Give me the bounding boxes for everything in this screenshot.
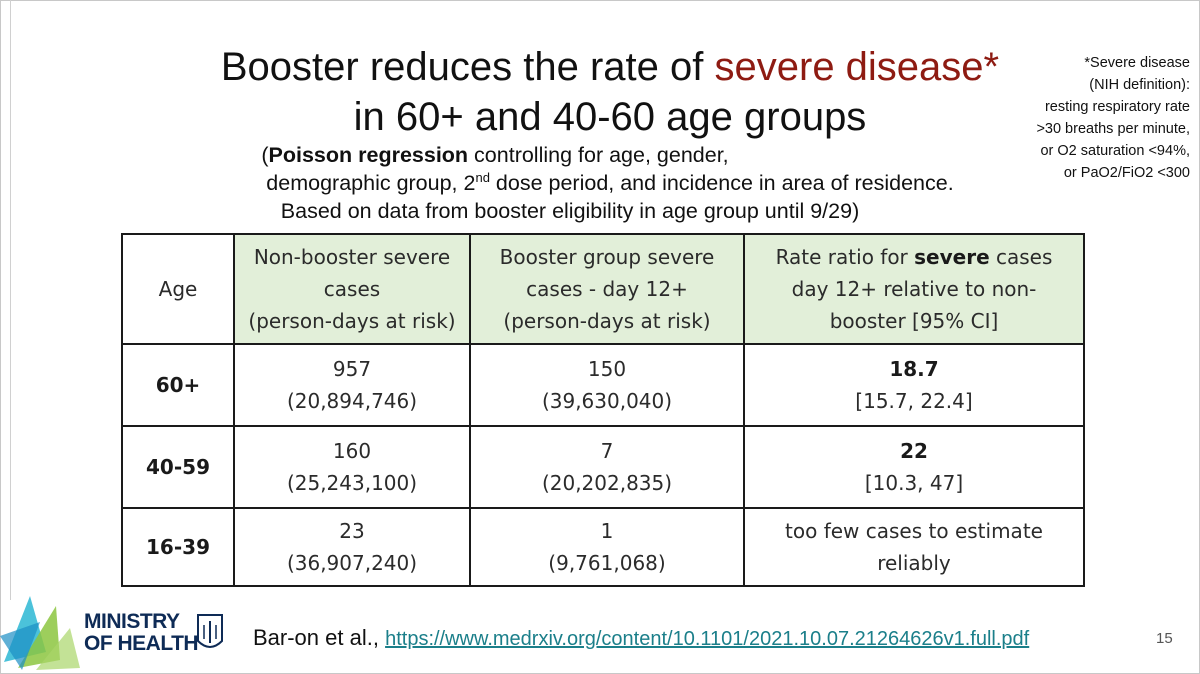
slide-left-rule (10, 0, 11, 600)
table-header-row: Age Non-booster severe cases (person-day… (121, 233, 1085, 345)
cell-value: 7 (600, 439, 614, 463)
ratio-ci: [15.7, 22.4] (855, 389, 973, 413)
results-table: Age Non-booster severe cases (person-day… (121, 233, 1085, 587)
subtitle-rest: controlling for age, gender, (468, 143, 729, 167)
header-ratio-post: cases (989, 245, 1053, 269)
subtitle-line2-pre: demographic group, 2 (266, 171, 476, 195)
non-booster-cell: 957 (20,894,746) (233, 343, 471, 427)
note-line: (NIH definition): (1089, 77, 1190, 93)
subtitle-line3: Based on data from booster eligibility i… (280, 199, 860, 223)
table-row: 60+ 957 (20,894,746) 150 (39,630,040) 18.7… (121, 343, 1085, 427)
subtitle-paren: ( (261, 143, 269, 167)
citation-authors: Bar-on et al., (253, 625, 379, 650)
state-emblem-icon (197, 614, 223, 648)
cell-days: (9,761,068) (548, 551, 666, 575)
header-line: Non-booster severe (253, 245, 451, 269)
note-line: or PaO2/FiO2 <300 (1063, 165, 1190, 181)
header-line: (person-days at risk) (503, 309, 711, 333)
cell-days: (20,202,835) (541, 471, 673, 495)
ratio-value: 18.7 (889, 357, 939, 381)
title-accent: severe disease* (714, 45, 1000, 89)
age-cell: 60+ (121, 343, 235, 427)
cell-days: (36,907,240) (286, 551, 418, 575)
header-non-booster: Non-booster severe cases (person-days at… (233, 233, 471, 345)
ratio-value: 22 (900, 439, 928, 463)
ministry-logo-icon (0, 596, 80, 670)
subtitle-line2-sup: nd (475, 169, 490, 185)
subtitle-line1: (Poisson regression controlling for age,… (155, 142, 835, 169)
header-line: Rate ratio for severe cases (751, 241, 1077, 273)
rate-ratio-cell: too few cases to estimate reliably (743, 507, 1085, 587)
ratio-note: too few cases to estimate (785, 519, 1043, 543)
subtitle-line2-post: dose period, and incidence in area of re… (489, 171, 954, 195)
title-text: Booster reduces the rate of (220, 45, 715, 89)
cell-value: 23 (339, 519, 365, 543)
logo-line: OF HEALTH (84, 632, 199, 655)
cell-value: 1 (600, 519, 614, 543)
header-ratio-pre: Rate ratio for (775, 245, 915, 269)
header-ratio-bold: severe (914, 245, 990, 269)
header-booster: Booster group severe cases - day 12+ (pe… (469, 233, 745, 345)
subtitle-bold: Poisson regression (268, 143, 469, 167)
non-booster-cell: 23 (36,907,240) (233, 507, 471, 587)
note-line: *Severe disease (1084, 55, 1190, 71)
cell-days: (39,630,040) (541, 389, 673, 413)
citation: Bar-on et al., https://www.medrxiv.org/c… (253, 625, 1029, 651)
logo-text: MINISTRY OF HEALTH (84, 610, 199, 655)
rate-ratio-cell: 22 [10.3, 47] (743, 425, 1085, 509)
ratio-ci: [10.3, 47] (864, 471, 964, 495)
non-booster-cell: 160 (25,243,100) (233, 425, 471, 509)
header-line: cases (323, 277, 381, 301)
booster-cell: 1 (9,761,068) (469, 507, 745, 587)
citation-link[interactable]: https://www.medrxiv.org/content/10.1101/… (385, 628, 1030, 650)
note-line: >30 breaths per minute, (1036, 121, 1190, 137)
slide-title-line1: Booster reduces the rate of severe disea… (150, 43, 1070, 91)
ratio-note: reliably (877, 551, 951, 575)
table-row: 16-39 23 (36,907,240) 1 (9,761,068) too fe… (121, 507, 1085, 587)
slide-title-line2: in 60+ and 40-60 age groups (353, 95, 867, 139)
header-rate-ratio: Rate ratio for severe cases day 12+ rela… (743, 233, 1085, 345)
rate-ratio-cell: 18.7 [15.7, 22.4] (743, 343, 1085, 427)
severe-disease-note: *Severe disease (NIH definition): restin… (990, 52, 1190, 184)
subtitle-line2: demographic group, 2nd dose period, and … (150, 170, 1070, 197)
header-line: day 12+ relative to non- (791, 277, 1037, 301)
table-row: 40-59 160 (25,243,100) 7 (20,202,835) 22 [1… (121, 425, 1085, 509)
header-age: Age (121, 233, 235, 345)
cell-value: 160 (332, 439, 372, 463)
cell-days: (25,243,100) (286, 471, 418, 495)
page-number: 15 (1156, 630, 1173, 647)
age-cell: 40-59 (121, 425, 235, 509)
cell-value: 957 (332, 357, 372, 381)
age-cell: 16-39 (121, 507, 235, 587)
booster-cell: 7 (20,202,835) (469, 425, 745, 509)
logo-line: MINISTRY (84, 610, 180, 633)
note-line: or O2 saturation <94%, (1040, 143, 1190, 159)
header-line: (person-days at risk) (248, 309, 456, 333)
header-line: Booster group severe (499, 245, 715, 269)
header-line: booster [95% CI] (829, 309, 999, 333)
booster-cell: 150 (39,630,040) (469, 343, 745, 427)
header-line: cases - day 12+ (526, 277, 688, 301)
cell-value: 150 (587, 357, 627, 381)
note-line: resting respiratory rate (1044, 99, 1190, 115)
cell-days: (20,894,746) (286, 389, 418, 413)
